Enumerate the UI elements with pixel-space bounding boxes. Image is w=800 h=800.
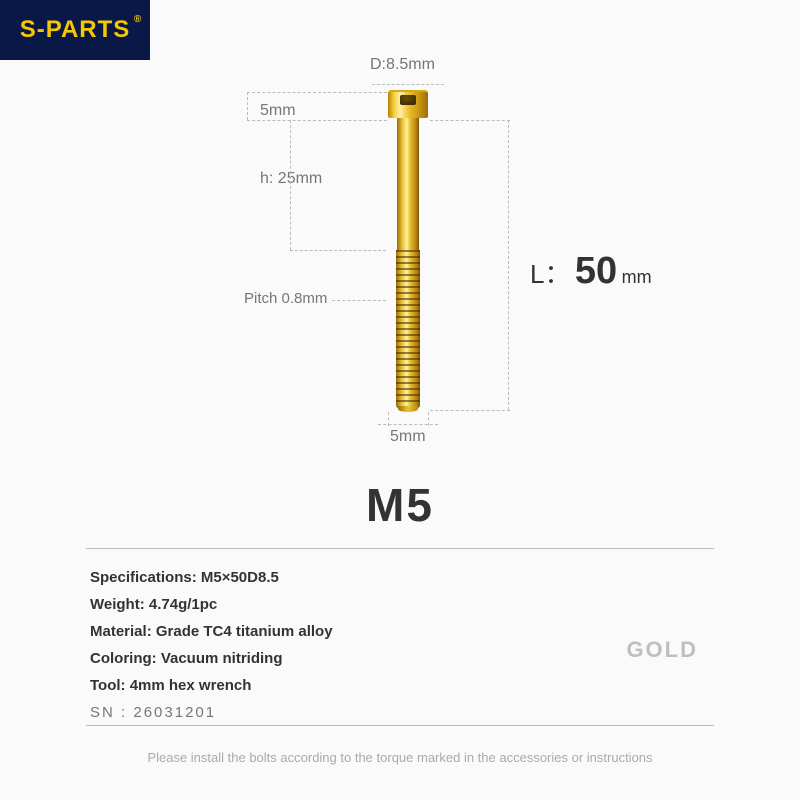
dim-line-head-d [372,84,444,85]
dim-line-hh-top [247,92,387,93]
dim-line-hh-v [247,92,248,120]
spec-specifications: Specifications: M5×50D8.5 [90,569,710,586]
dim-line-td-h [378,424,438,425]
footer-note: Please install the bolts according to th… [0,750,800,765]
dim-thread-diameter: 5mm [390,428,426,446]
dimension-diagram: D:8.5mm 5mm h: 25mm Pitch 0.8mm 5mm L： 5… [0,40,800,470]
dim-length-label: L： [530,259,570,289]
dim-length: L： 50 mm [530,250,652,293]
spec-coloring: Coloring: Vacuum nitriding [90,650,710,667]
bolt-head [388,90,428,118]
dim-line-shank-bot [290,250,386,251]
spec-sn: SN : 26031201 [90,704,710,721]
spec-material: Material: Grade TC4 titanium alloy [90,623,710,640]
dim-line-L-top [430,120,510,121]
dim-line-L-v [508,120,509,410]
bolt-tip [398,406,418,412]
spec-panel: Specifications: M5×50D8.5 Weight: 4.74g/… [86,548,714,726]
bolt-shank [397,118,419,250]
dim-shank-height: h: 25mm [260,170,322,188]
bolt-thread [396,250,420,408]
product-color-label: GOLD [626,637,698,663]
spec-weight: Weight: 4.74g/1pc [90,596,710,613]
dim-head-height: 5mm [260,102,296,120]
spec-tool: Tool: 4mm hex wrench [90,677,710,694]
dim-pitch: Pitch 0.8mm [244,290,327,307]
dim-head-diameter: D:8.5mm [370,56,435,74]
dim-length-unit: mm [622,267,652,287]
dim-line-shank-v [290,120,291,250]
dim-line-pitch [332,300,386,301]
dim-line-L-bot [430,410,510,411]
dim-line-hh-bot [247,120,387,121]
bolt-illustration [388,90,428,410]
product-name: M5 [0,478,800,532]
dim-length-value: 50 [575,250,617,292]
